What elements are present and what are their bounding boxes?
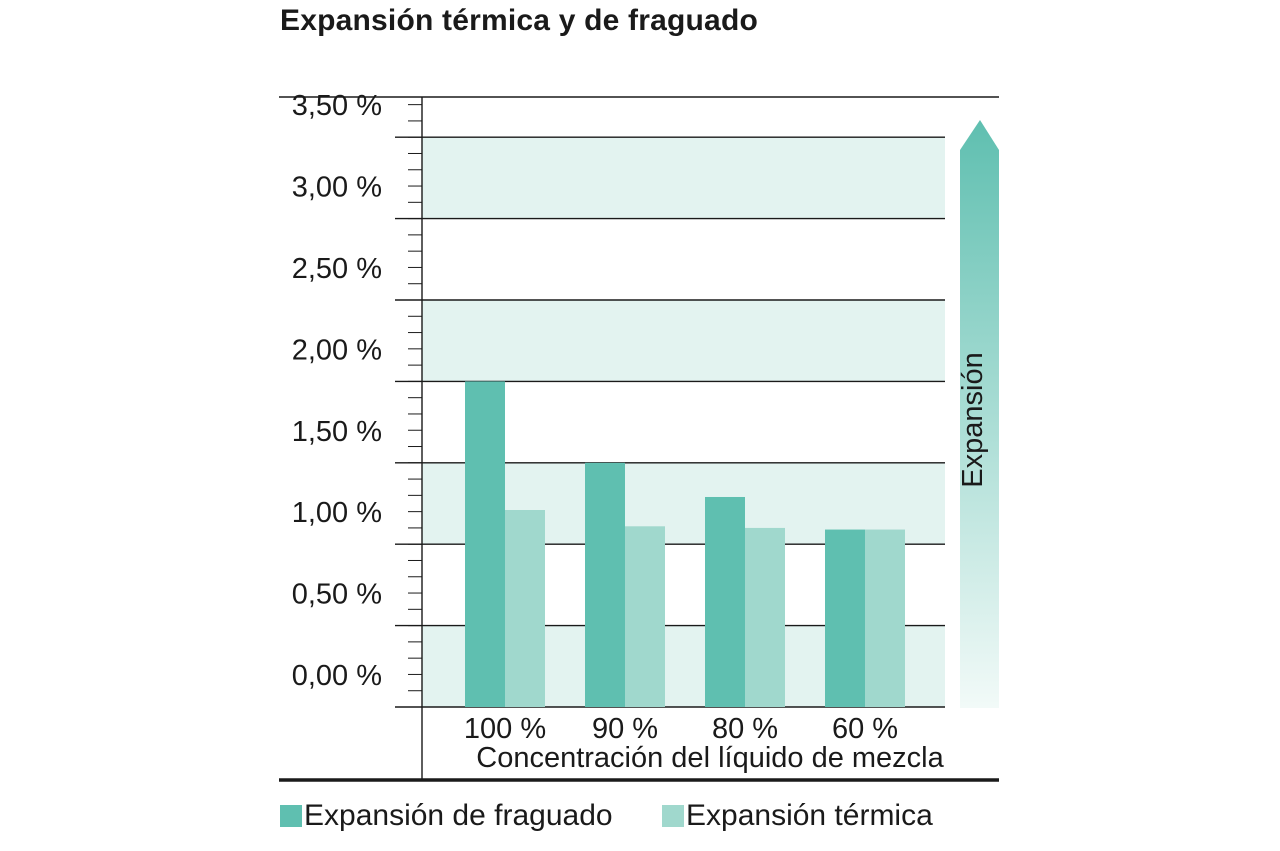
bar-thermal <box>745 527 785 707</box>
expansion-arrow: Expansión <box>957 120 999 708</box>
y-tick-label: 3,00 % <box>292 172 382 204</box>
y-tick-label: 2,50 % <box>292 253 382 285</box>
chart-title: Expansión térmica y de fraguado <box>280 4 758 37</box>
legend-swatch-thermal <box>662 805 684 827</box>
band <box>422 137 945 219</box>
y-tick-label: 0,00 % <box>292 660 382 692</box>
bar-setting <box>585 462 625 707</box>
bar-thermal <box>505 510 545 707</box>
band <box>422 300 945 382</box>
bar-setting <box>825 529 865 707</box>
bars <box>465 381 905 707</box>
bar-setting <box>705 496 745 707</box>
legend-label-setting: Expansión de fraguado <box>304 799 613 832</box>
legend-label-thermal: Expansión térmica <box>686 799 933 832</box>
bar-thermal <box>865 529 905 707</box>
x-tick-label: 100 % <box>464 713 546 745</box>
x-axis-label: Concentración del líquido de mezcla <box>476 742 944 774</box>
legend-swatch-setting <box>280 805 302 827</box>
bar-setting <box>465 381 505 707</box>
x-tick-label: 90 % <box>592 713 658 745</box>
x-tick-label: 80 % <box>712 713 778 745</box>
x-tick-label: 60 % <box>832 713 898 745</box>
y-tick-label: 1,50 % <box>292 416 382 448</box>
legend-item-thermal: Expansión térmica <box>662 798 933 834</box>
bar-thermal <box>625 526 665 707</box>
y-tick-label: 1,00 % <box>292 497 382 529</box>
labels: 0,00 % 0,50 % 1,00 % 1,50 % 2,00 % 2,50 % 3,00… <box>292 90 945 774</box>
y-tick-label: 2,00 % <box>292 334 382 366</box>
arrow-label: Expansión <box>957 352 989 487</box>
axes <box>279 96 999 782</box>
legend-item-setting: Expansión de fraguado <box>280 798 613 834</box>
arrow-shape <box>960 120 999 708</box>
y-tick-label: 3,50 % <box>292 90 382 122</box>
y-tick-label: 0,50 % <box>292 579 382 611</box>
